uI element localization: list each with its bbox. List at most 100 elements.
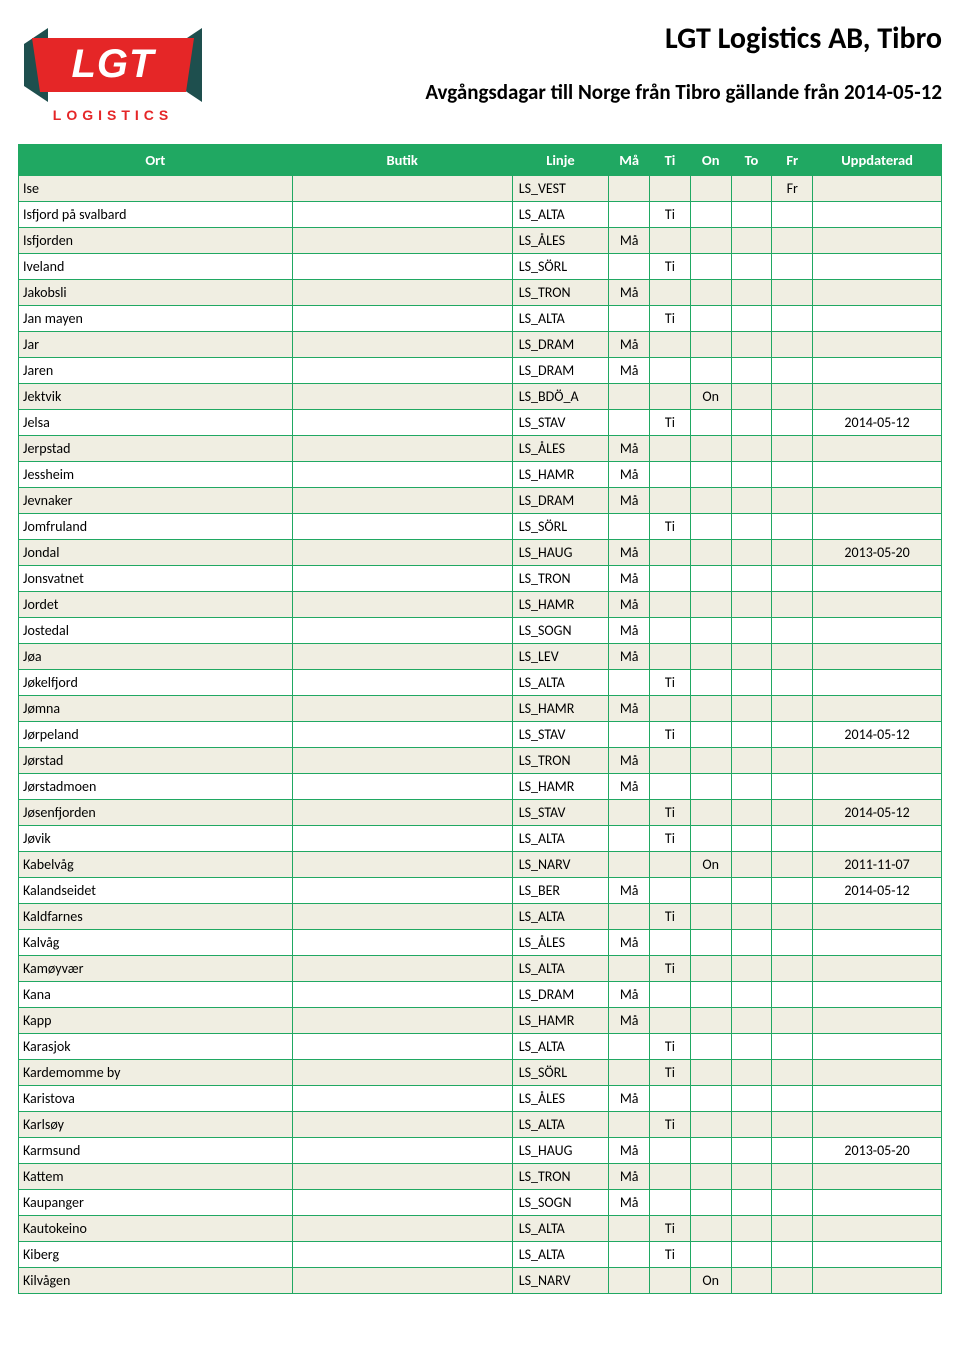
cell-ma: Må <box>609 540 650 566</box>
cell-to <box>731 436 772 462</box>
cell-uppdaterad <box>813 930 942 956</box>
cell-linje: LS_STAV <box>512 410 609 436</box>
cell-butik <box>292 176 512 202</box>
company-title: LGT Logistics AB, Tibro <box>216 20 942 57</box>
cell-on <box>690 1034 731 1060</box>
cell-fr <box>772 800 813 826</box>
cell-fr <box>772 1060 813 1086</box>
table-row: JarLS_DRAMMå <box>19 332 942 358</box>
table-row: Jan mayenLS_ALTATi <box>19 306 942 332</box>
cell-ort: Kalandseidet <box>19 878 293 904</box>
table-row: JørstadLS_TRONMå <box>19 748 942 774</box>
cell-butik <box>292 1242 512 1268</box>
cell-to <box>731 1242 772 1268</box>
cell-fr <box>772 670 813 696</box>
cell-linje: LS_STAV <box>512 800 609 826</box>
logo: LGT LOGISTICS <box>18 20 208 130</box>
cell-to <box>731 410 772 436</box>
cell-ma <box>609 826 650 852</box>
cell-linje: LS_HAMR <box>512 774 609 800</box>
cell-uppdaterad <box>813 904 942 930</box>
cell-linje: LS_BER <box>512 878 609 904</box>
cell-ti <box>650 982 691 1008</box>
col-ti: Ti <box>650 145 691 176</box>
cell-ort: Jerpstad <box>19 436 293 462</box>
table-row: KarasjokLS_ALTATi <box>19 1034 942 1060</box>
cell-on <box>690 722 731 748</box>
cell-ma <box>609 254 650 280</box>
cell-butik <box>292 904 512 930</box>
cell-ma <box>609 1112 650 1138</box>
table-row: JømnaLS_HAMRMå <box>19 696 942 722</box>
cell-ort: Kattem <box>19 1164 293 1190</box>
cell-ma <box>609 1242 650 1268</box>
cell-to <box>731 930 772 956</box>
cell-linje: LS_SOGN <box>512 1190 609 1216</box>
cell-ma: Må <box>609 1138 650 1164</box>
cell-ort: Jaren <box>19 358 293 384</box>
cell-on <box>690 1242 731 1268</box>
cell-butik <box>292 1008 512 1034</box>
table-row: JonsvatnetLS_TRONMå <box>19 566 942 592</box>
cell-uppdaterad <box>813 488 942 514</box>
cell-on <box>690 1216 731 1242</box>
cell-linje: LS_BDÖ_A <box>512 384 609 410</box>
cell-ma <box>609 722 650 748</box>
col-to: To <box>731 145 772 176</box>
cell-fr <box>772 280 813 306</box>
table-header-row: Ort Butik Linje Må Ti On To Fr Uppdatera… <box>19 145 942 176</box>
cell-ort: Kana <box>19 982 293 1008</box>
cell-ma: Må <box>609 878 650 904</box>
cell-to <box>731 1034 772 1060</box>
cell-on <box>690 410 731 436</box>
cell-butik <box>292 748 512 774</box>
cell-on <box>690 982 731 1008</box>
cell-butik <box>292 462 512 488</box>
cell-fr <box>772 540 813 566</box>
cell-fr <box>772 644 813 670</box>
cell-ma: Må <box>609 982 650 1008</box>
cell-to <box>731 1216 772 1242</box>
cell-uppdaterad <box>813 384 942 410</box>
cell-ti: Ti <box>650 1060 691 1086</box>
cell-butik <box>292 384 512 410</box>
cell-on <box>690 202 731 228</box>
cell-ma <box>609 1060 650 1086</box>
cell-uppdaterad <box>813 1164 942 1190</box>
cell-ti <box>650 852 691 878</box>
cell-uppdaterad: 2014-05-12 <box>813 878 942 904</box>
cell-to <box>731 644 772 670</box>
cell-ort: Kardemomme by <box>19 1060 293 1086</box>
cell-ort: Jostedal <box>19 618 293 644</box>
cell-butik <box>292 280 512 306</box>
cell-on: On <box>690 1268 731 1294</box>
cell-on <box>690 878 731 904</box>
cell-to <box>731 514 772 540</box>
cell-fr <box>772 1164 813 1190</box>
cell-ti: Ti <box>650 514 691 540</box>
cell-ma <box>609 202 650 228</box>
table-row: JomfrulandLS_SÖRLTi <box>19 514 942 540</box>
cell-fr <box>772 1190 813 1216</box>
cell-uppdaterad <box>813 956 942 982</box>
cell-fr <box>772 358 813 384</box>
cell-butik <box>292 1034 512 1060</box>
cell-ti <box>650 1086 691 1112</box>
cell-ort: Isfjorden <box>19 228 293 254</box>
cell-linje: LS_NARV <box>512 1268 609 1294</box>
cell-butik <box>292 618 512 644</box>
cell-on <box>690 670 731 696</box>
cell-to <box>731 566 772 592</box>
cell-on <box>690 228 731 254</box>
table-row: Kardemomme byLS_SÖRLTi <box>19 1060 942 1086</box>
cell-to <box>731 878 772 904</box>
cell-uppdaterad: 2013-05-20 <box>813 1138 942 1164</box>
cell-ma <box>609 956 650 982</box>
cell-ma: Må <box>609 566 650 592</box>
cell-uppdaterad <box>813 1034 942 1060</box>
cell-on <box>690 930 731 956</box>
cell-uppdaterad <box>813 1216 942 1242</box>
cell-fr <box>772 1216 813 1242</box>
table-row: JørstadmoenLS_HAMRMå <box>19 774 942 800</box>
cell-to <box>731 722 772 748</box>
